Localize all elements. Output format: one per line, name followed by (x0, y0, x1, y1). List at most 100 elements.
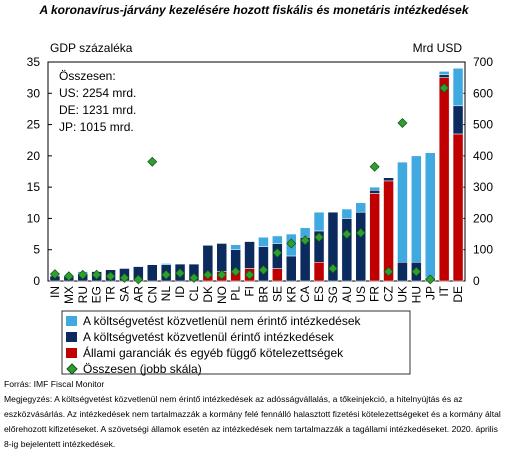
annotation: JP: 1015 mrd. (59, 120, 134, 134)
diamond (244, 269, 255, 280)
bar (272, 268, 283, 282)
diamond (439, 82, 450, 93)
y-tick-label: 15 (27, 180, 41, 194)
bar (327, 211, 339, 282)
annotation: DE: 1231 mrd. (59, 103, 136, 117)
y-tick-label: 0 (33, 274, 40, 288)
bar (369, 193, 380, 282)
x-tick-label: MX (62, 286, 76, 304)
diamond (49, 269, 60, 280)
y2-tick-label: 600 (473, 86, 493, 100)
diamond (119, 272, 130, 283)
bar (146, 264, 158, 282)
x-tick-label: DK (201, 286, 215, 303)
diamond (91, 269, 102, 280)
x-tick-label: CL (187, 286, 201, 302)
y2-tick-label: 500 (473, 118, 493, 132)
diamond (314, 232, 325, 243)
x-tick-label: US (354, 286, 368, 303)
chart: A koronavírus-járvány kezelésére hozott … (27, 3, 494, 376)
legend-label: Összesen (jobb skála) (83, 362, 202, 376)
annotation: US: 2254 mrd. (59, 86, 136, 100)
bar (313, 261, 325, 282)
x-tick-label: ID (173, 286, 187, 298)
notes: Forrás: IMF Fiscal Monitor Megjegyzés: A… (4, 377, 504, 452)
bar (438, 71, 450, 75)
diamond (425, 274, 436, 285)
x-tick-label: UK (395, 286, 409, 303)
y2-tick-label: 700 (473, 55, 493, 69)
bar (341, 218, 353, 282)
x-tick-label: FR (368, 286, 382, 302)
diamond (341, 229, 352, 240)
diamond (411, 266, 422, 277)
y-tick-label: 25 (27, 118, 41, 132)
bar (355, 211, 367, 282)
bar (244, 241, 255, 269)
x-tick-label: HU (409, 286, 423, 303)
x-tick-label: AU (340, 286, 354, 303)
diamond (272, 247, 283, 258)
x-tick-label: NL (159, 286, 173, 302)
diamond (161, 269, 172, 280)
x-tick-label: JP (423, 286, 437, 300)
diamond (216, 269, 227, 280)
y2-tick-label: 200 (473, 211, 493, 225)
source: Forrás: IMF Fiscal Monitor (4, 379, 105, 389)
bar (452, 105, 464, 135)
bar (272, 235, 283, 244)
x-tick-label: SG (326, 286, 340, 303)
x-tick-label: SE (270, 286, 284, 302)
diamond (77, 269, 88, 280)
chart-title: A koronavírus-járvány kezelésére hozott … (38, 3, 469, 17)
legend-label: Állami garanciák és egyéb függő köteleze… (83, 345, 344, 360)
bar (258, 236, 269, 247)
y-tick-label: 10 (27, 211, 41, 225)
x-tick-label: PL (229, 286, 243, 301)
bar (313, 211, 325, 232)
y-tick-label: 5 (33, 243, 40, 257)
legend-label: A költségvetést közvetlenül nem érintő i… (83, 314, 361, 328)
bar (452, 133, 464, 282)
bar (438, 74, 450, 78)
title-line: A koronavírus-járvány kezelésére hozott … (38, 3, 469, 17)
note: Megjegyzés: A költségvetést közvetlenül … (4, 394, 501, 449)
x-tick-label: BR (256, 286, 270, 303)
bar (397, 161, 408, 263)
x-tick-label: IN (48, 286, 62, 298)
diamond (188, 272, 199, 283)
legend-swatch (66, 316, 77, 326)
x-tick-label: CZ (382, 286, 396, 302)
x-tick-label: IT (437, 285, 451, 296)
bar (438, 77, 450, 282)
diamond (175, 268, 186, 279)
diamond (258, 265, 269, 276)
annotation: Összesen: (59, 69, 116, 83)
diamond (230, 266, 241, 277)
y-tick-label: 30 (27, 86, 41, 100)
bar (216, 243, 228, 272)
x-tick-label: TR (104, 286, 118, 302)
bar (230, 244, 241, 250)
x-tick-label: DE (451, 286, 465, 303)
diamond (147, 156, 158, 167)
x-tick-label: EG (90, 286, 104, 303)
legend-box (61, 310, 411, 375)
legend-swatch (66, 332, 77, 342)
legend-swatch (66, 348, 77, 358)
diamond (202, 269, 213, 280)
diamond (105, 271, 116, 282)
legend-swatch (66, 363, 78, 375)
x-tick-label: CA (298, 286, 312, 303)
diamond (397, 118, 408, 129)
x-tick-label: CN (145, 286, 159, 303)
x-tick-label: FI (243, 286, 257, 297)
bar (285, 255, 297, 282)
bar (411, 155, 422, 263)
bar (452, 68, 464, 107)
bar (258, 246, 269, 282)
y-axis-label: GDP százaléka (50, 41, 133, 55)
bar (369, 186, 380, 191)
y2-tick-label: 0 (473, 274, 480, 288)
y2-tick-label: 400 (473, 149, 493, 163)
